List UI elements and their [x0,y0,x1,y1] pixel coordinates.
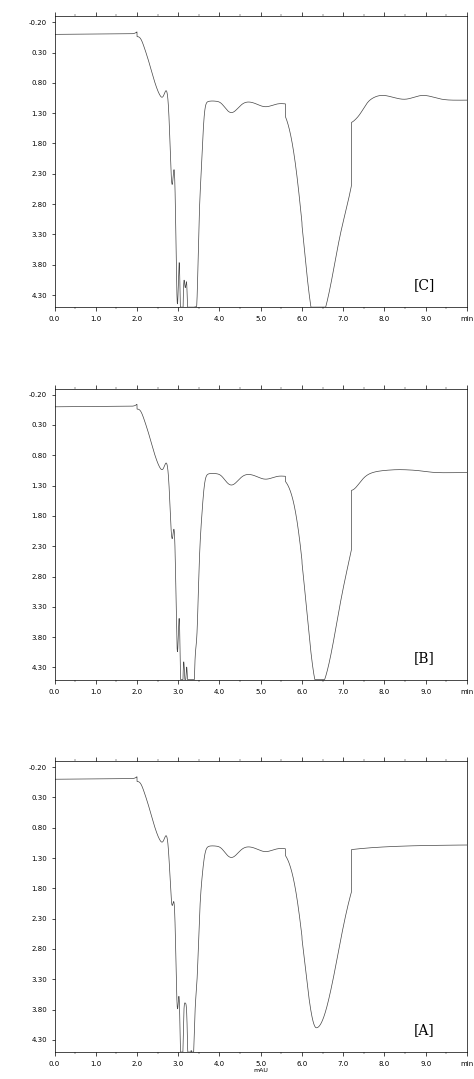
Text: [A]: [A] [413,1024,434,1038]
Text: [B]: [B] [413,651,434,665]
Text: [C]: [C] [413,278,435,292]
X-axis label: mAU: mAU [253,1068,268,1074]
